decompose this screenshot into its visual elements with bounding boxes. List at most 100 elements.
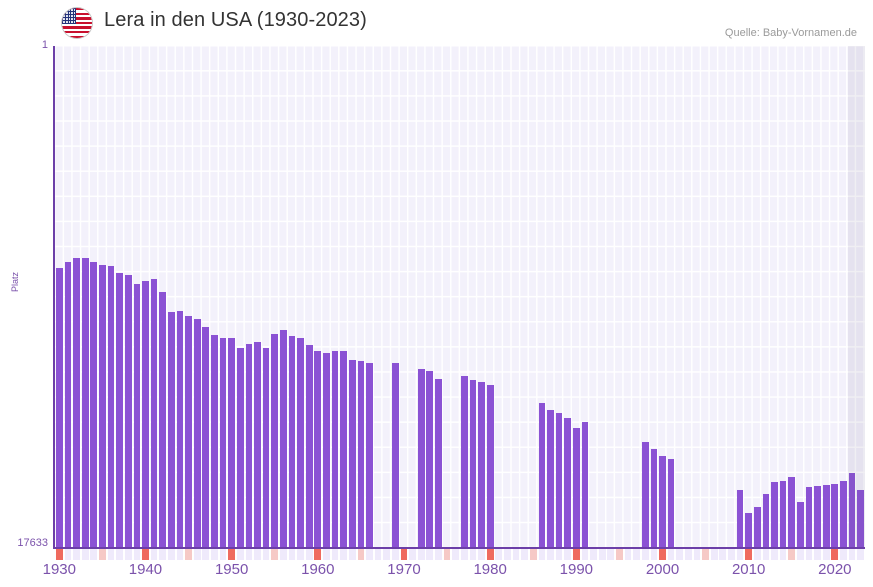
bar — [392, 363, 399, 548]
x-axis-tick — [693, 549, 701, 560]
x-axis-tick — [762, 549, 770, 560]
x-axis-line — [55, 547, 865, 549]
bar — [116, 273, 123, 548]
x-axis-tick — [779, 549, 787, 560]
x-axis-tick — [202, 549, 210, 560]
x-axis-tick — [305, 549, 313, 560]
x-axis-tick — [331, 549, 339, 560]
bar — [435, 379, 442, 548]
bar — [486, 384, 494, 548]
x-axis-tick — [279, 549, 287, 560]
bar — [107, 265, 115, 548]
x-axis-tick — [64, 549, 72, 560]
x-axis-tick — [374, 549, 382, 560]
bar — [822, 485, 830, 548]
x-axis-tick — [616, 549, 623, 560]
bar — [564, 417, 572, 548]
x-axis-tick — [323, 549, 330, 560]
bar — [271, 333, 279, 548]
bar — [323, 353, 330, 548]
x-axis-tick — [124, 549, 132, 560]
x-axis-tick — [650, 549, 658, 560]
x-axis-tick — [848, 549, 856, 560]
x-axis-tick — [271, 549, 279, 560]
x-axis-tick — [547, 549, 554, 560]
x-axis-label: 1930 — [42, 561, 76, 578]
bar — [193, 319, 201, 548]
x-axis-tick — [452, 549, 460, 560]
bar — [366, 362, 373, 548]
source-attribution: Quelle: Baby-Vornamen.de — [724, 27, 857, 39]
bar — [314, 351, 322, 548]
x-axis-tick — [400, 549, 408, 560]
x-axis-tick — [426, 549, 434, 560]
bar — [297, 337, 304, 548]
x-axis-tick — [504, 549, 511, 560]
x-axis-tick — [107, 549, 115, 560]
x-axis-tick — [99, 549, 106, 560]
future-region-shading — [847, 46, 865, 548]
bar — [305, 344, 313, 548]
x-axis-tick — [512, 549, 520, 560]
x-axis-label: 1960 — [301, 561, 335, 578]
chart-header: Lera in den USA (1930-2023) Quelle: Baby… — [0, 0, 873, 46]
x-axis-label: 1950 — [214, 561, 249, 578]
bar — [547, 410, 554, 548]
plot-area — [55, 46, 865, 548]
bar — [581, 421, 589, 548]
x-axis-tick — [529, 549, 537, 560]
x-axis-tick — [521, 549, 528, 560]
x-axis-tick — [607, 549, 615, 560]
x-axis-tick — [710, 549, 718, 560]
x-axis-label: 2010 — [731, 561, 766, 578]
bar — [469, 379, 477, 548]
x-axis-tick — [633, 549, 640, 560]
x-axis-tick — [167, 549, 175, 560]
x-axis-tick — [659, 549, 666, 560]
bar — [176, 311, 184, 548]
x-axis-tick — [667, 549, 675, 560]
bar — [340, 351, 348, 548]
bar — [254, 342, 261, 548]
x-axis-tick-labels: 1930 1940 1950 1960 1970 1980 1990 2000 2010 2020 — [0, 561, 873, 587]
x-axis-tick — [116, 549, 123, 560]
x-axis-tick — [598, 549, 606, 560]
x-axis-tick — [460, 549, 468, 560]
x-axis-tick — [728, 549, 735, 560]
bar — [159, 291, 167, 548]
x-axis-tick — [73, 549, 80, 560]
x-axis-tick — [572, 549, 580, 560]
y-axis-line — [53, 46, 55, 549]
bar — [762, 494, 770, 548]
bar — [81, 257, 89, 548]
x-axis-tick — [684, 549, 692, 560]
x-axis-tick — [805, 549, 813, 560]
x-axis-label: 1990 — [559, 561, 594, 578]
bar — [788, 477, 796, 548]
bar — [805, 487, 813, 548]
x-axis-label: 1940 — [128, 561, 163, 578]
bar — [90, 262, 98, 548]
bar — [771, 481, 778, 548]
bar — [124, 275, 132, 548]
bar — [279, 329, 287, 548]
x-axis-tick — [90, 549, 98, 560]
bar — [797, 501, 804, 548]
x-axis-tick — [142, 549, 149, 560]
x-axis-tick — [486, 549, 494, 560]
bar — [133, 283, 141, 548]
bar — [831, 484, 839, 548]
bar — [64, 262, 72, 548]
x-axis-tick — [564, 549, 572, 560]
x-axis-tick — [702, 549, 709, 560]
bar — [641, 441, 649, 548]
x-axis-tick-marks — [55, 549, 865, 560]
bar-series — [55, 46, 865, 548]
x-axis-tick — [150, 549, 158, 560]
x-axis-tick — [262, 549, 270, 560]
bar — [348, 359, 356, 548]
x-axis-tick — [357, 549, 365, 560]
bar — [538, 403, 546, 548]
x-axis-tick — [676, 549, 684, 560]
bar — [211, 334, 218, 548]
